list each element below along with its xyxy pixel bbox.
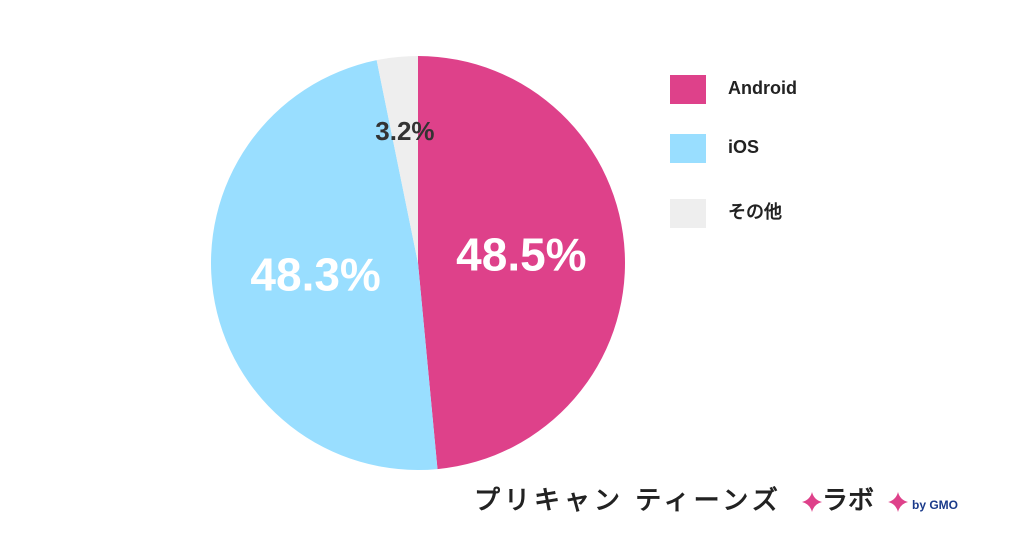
- legend-swatch: [670, 134, 706, 163]
- pie-slice: [418, 56, 625, 470]
- brand-by: by GMO: [912, 498, 958, 512]
- brand-name: プリキャン ティーンズ: [474, 485, 782, 515]
- legend-label: その他: [728, 201, 782, 222]
- value-label: 48.3%: [250, 248, 380, 300]
- legend-label: iOS: [728, 137, 759, 157]
- pie-slice: [211, 60, 438, 470]
- legend-swatch: [670, 199, 706, 228]
- value-label: 48.5%: [456, 228, 586, 280]
- branding: プリキャン ティーンズ ラボ by GMO: [474, 485, 958, 515]
- pie-slice: [376, 56, 418, 263]
- legend-swatch: [670, 75, 706, 104]
- value-label: 3.2%: [375, 116, 434, 146]
- sparkle: [888, 492, 908, 512]
- legend-label: Android: [728, 78, 797, 98]
- brand-lab: ラボ: [822, 485, 874, 515]
- sparkle: [802, 492, 822, 512]
